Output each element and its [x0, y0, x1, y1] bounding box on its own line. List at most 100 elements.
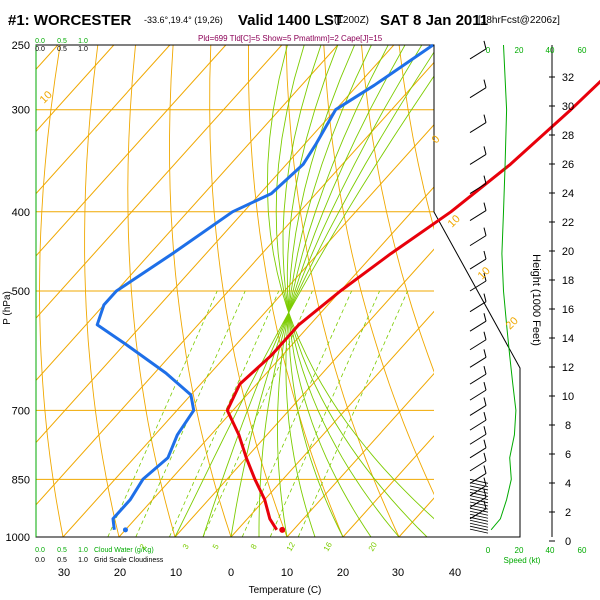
height-tick-label: 28 [562, 130, 574, 142]
dry-adiabat [39, 45, 64, 537]
isotherm-line [230, 310, 434, 537]
height-tick-label: 16 [562, 304, 574, 316]
wind-barb [469, 356, 487, 368]
wind-barb [469, 498, 489, 504]
surface-dewpoint-dot [122, 527, 128, 533]
wind-barb [469, 447, 487, 459]
moist-adiabat [202, 51, 434, 537]
isotherm-line [36, 45, 227, 257]
moist-adiabat [230, 45, 423, 537]
moist-adiabat [282, 45, 400, 537]
station-name: #1: WORCESTER [8, 12, 132, 29]
isotherm-line [36, 45, 115, 133]
height-tick-label: 32 [562, 72, 574, 84]
mixing-ratio-label: 20 [367, 540, 380, 553]
wind-barb [469, 460, 487, 472]
wind-barb-flag [483, 426, 487, 435]
wind-barb [469, 482, 489, 488]
wind-barb [469, 153, 487, 165]
dry-adiabat [127, 45, 176, 537]
height-tick-label: 30 [562, 101, 574, 113]
cloudiness-tick-bottom: 1.0 [78, 557, 88, 564]
wind-barb [469, 510, 489, 516]
wind-barb [469, 389, 487, 401]
y-axis-label: P (hPa) [2, 291, 13, 325]
cloudiness-tick-bottom: 0.5 [57, 557, 67, 564]
wind-barb [469, 183, 487, 195]
mixing-ratio-line [297, 290, 408, 537]
utc-time: (1200Z) [334, 15, 370, 26]
wind-barb-flag [483, 477, 487, 486]
isotherm-line [36, 45, 171, 195]
temperature-tick-label: 30 [392, 567, 404, 579]
dry-adiabat [169, 45, 232, 537]
cloud-water-tick-bottom: 0.0 [35, 547, 45, 554]
temperature-line [225, 79, 600, 531]
wind-barb-flag [483, 202, 487, 211]
wind-barb [469, 508, 487, 520]
wind-barb [469, 473, 487, 484]
height-tick-label: 2 [565, 507, 571, 519]
wind-barb [469, 210, 487, 221]
x-axis-label: Temperature (C) [249, 585, 322, 596]
station-coords: -33.6°,19.4° (19,26) [144, 15, 223, 25]
wind-barb [469, 433, 487, 445]
wind-barb [469, 280, 487, 292]
height-tick-label: 8 [565, 420, 571, 432]
dry-adiabat [84, 45, 120, 537]
wind-barb [469, 516, 489, 522]
dry-adiabat [588, 45, 600, 537]
wind-barb [469, 258, 487, 270]
wind-barb-flag [483, 412, 487, 421]
moist-adiabat [286, 45, 372, 537]
wind-barb [469, 495, 489, 501]
wind-barb-flag [483, 365, 487, 375]
cloudiness-tick-bottom: 0.0 [35, 557, 45, 564]
isotherm-line [567, 45, 600, 537]
stability-indices: Pld=699 Tld[C]=5 Show=5 Pmatlmm]=2 Cape[… [198, 34, 383, 43]
height-tick-label: 12 [562, 362, 574, 374]
wind-barb-flag [483, 114, 487, 123]
wind-barb [469, 48, 487, 60]
wind-barb [469, 513, 489, 519]
wind-barb-flag [483, 397, 487, 406]
dry-adiabat [437, 45, 600, 537]
pressure-tick-label: 700 [12, 405, 30, 417]
wind-barb [469, 405, 487, 416]
wind-barb [469, 519, 489, 525]
wind-barb [469, 87, 487, 99]
moist-adiabat [285, 45, 372, 537]
wind-speed-profile [490, 44, 517, 531]
mixing-ratio-line [107, 290, 218, 537]
wind-barb [469, 478, 489, 484]
dry-adiabat [285, 45, 400, 537]
grid-cloudiness-label: Grid Scale Cloudiness [94, 557, 164, 564]
wind-barb-flag [483, 439, 487, 448]
pressure-tick-label: 400 [12, 207, 30, 219]
height-tick-label: 14 [562, 333, 574, 345]
temperature-tick-label: 0 [228, 567, 234, 579]
pressure-tick-label: 1000 [6, 532, 30, 544]
mixing-ratio-label: 12 [285, 540, 298, 553]
temperature-tick-label: 20 [337, 567, 349, 579]
speed-tick-top: 60 [578, 46, 587, 55]
cloudiness-tick-top: 0.5 [57, 46, 67, 53]
speed-tick-bottom: 0 [486, 546, 491, 555]
mixing-ratio-line [269, 290, 380, 537]
wind-barb-flag [483, 331, 487, 340]
speed-tick-top: 40 [546, 46, 555, 55]
pressure-tick-label: 500 [12, 286, 30, 298]
surface-temperature-dot [279, 526, 286, 533]
wind-barb [469, 373, 487, 385]
wind-barb [469, 301, 487, 313]
isotherm-label: 10 [476, 265, 493, 282]
wind-barb [469, 525, 489, 531]
isotherm-line [511, 45, 600, 537]
speed-tick-bottom: 20 [515, 546, 524, 555]
height-tick-label: 24 [562, 188, 574, 200]
temperature-tick-label: 10 [281, 567, 293, 579]
wind-barb-flag [483, 382, 487, 391]
wind-barb-flag [483, 349, 487, 358]
dry-adiabat [248, 45, 344, 537]
